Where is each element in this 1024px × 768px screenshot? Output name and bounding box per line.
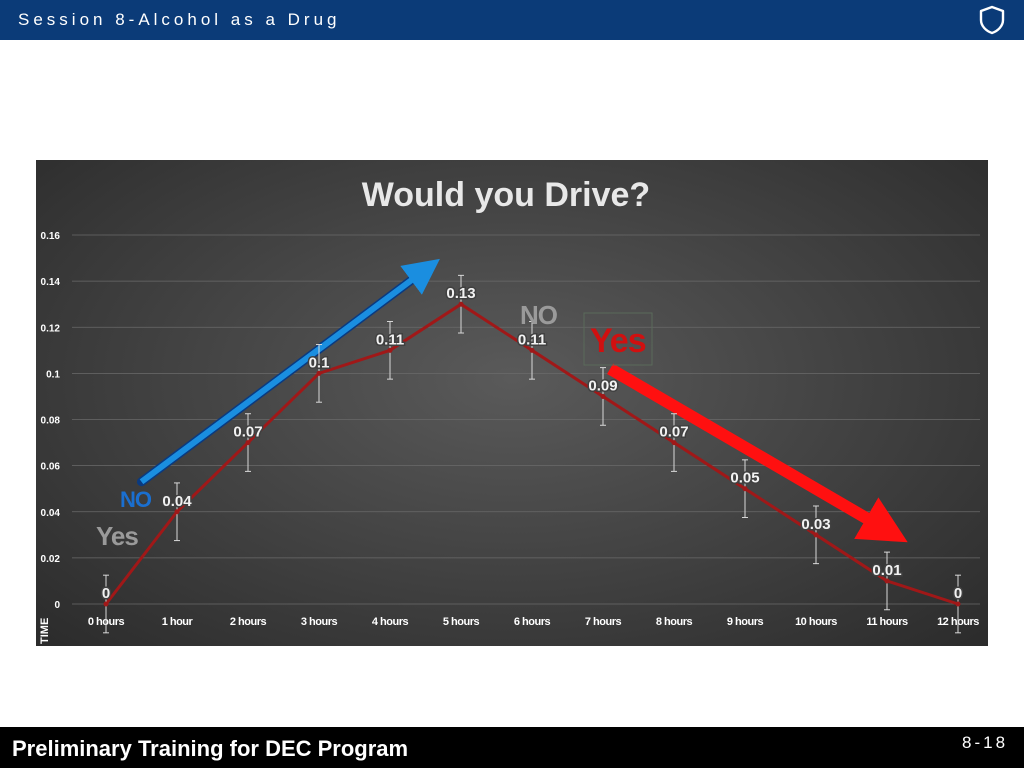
data-label: 0.11: [376, 331, 404, 348]
data-point: [884, 578, 890, 584]
data-label: 0.01: [872, 562, 901, 579]
bac-line-chart: 00.020.040.060.080.10.120.140.160 hours 1…: [39, 176, 980, 644]
footer-bar: Preliminary Training for DEC Program 8-1…: [0, 727, 1024, 768]
data-label: 0.07: [233, 424, 262, 441]
data-point: [600, 393, 606, 399]
y-tick-label: 0.16: [41, 231, 61, 242]
x-tick-label: 3 hours: [301, 616, 338, 628]
x-axis-title: TIME: [39, 618, 51, 644]
y-tick-label: 0.14: [41, 277, 61, 288]
data-label: 0.1: [309, 354, 330, 371]
y-tick-label: 0.02: [41, 554, 61, 565]
x-tick-label: 9 hours: [727, 616, 764, 628]
data-point: [174, 509, 180, 515]
x-tick-label: 4 hours: [372, 616, 409, 628]
data-label: 0.09: [588, 377, 617, 394]
shield-icon: [979, 5, 1005, 35]
header-bar: Session 8-Alcohol as a Drug: [0, 0, 1024, 40]
data-label: 0.11: [518, 331, 546, 348]
data-point: [316, 370, 322, 376]
y-tick-label: 0.08: [41, 416, 61, 427]
y-tick-label: 0.1: [46, 369, 60, 380]
data-point: [813, 532, 819, 538]
footer-title: Preliminary Training for DEC Program: [12, 736, 409, 761]
data-point: [529, 347, 535, 353]
falling-no-annotation: NO: [520, 300, 558, 330]
y-tick-label: 0: [54, 600, 60, 611]
data-label: 0.04: [162, 493, 192, 510]
data-label: 0.03: [801, 516, 830, 533]
data-label: 0.05: [730, 470, 759, 487]
x-tick-label: 10 hours: [795, 616, 837, 628]
x-tick-label: 7 hours: [585, 616, 622, 628]
data-point: [671, 440, 677, 446]
x-tick-label: 2 hours: [230, 616, 267, 628]
data-point: [245, 440, 251, 446]
data-label: 0: [102, 585, 110, 602]
data-label: 0.13: [446, 285, 475, 302]
chart-title: Would you Drive?: [362, 176, 650, 214]
chart-panel: 0 0.02 0.04 0.06 0.08 0.1 0.12 0.14 0.16 0 hours 1…: [36, 160, 988, 646]
x-tick-label: 8 hours: [656, 616, 693, 628]
falling-arrow: [607, 363, 908, 543]
page-number: 8-18: [962, 733, 1009, 752]
data-point: [955, 601, 961, 607]
y-tick-label: 0.12: [41, 323, 61, 334]
x-tick-label: 6 hours: [514, 616, 551, 628]
y-tick-label: 0.04: [41, 508, 61, 519]
data-point: [387, 347, 393, 353]
data-point: [742, 486, 748, 492]
y-tick-label: 0.06: [41, 462, 61, 473]
x-tick-label: 5 hours: [443, 616, 480, 628]
falling-yes-box: [583, 312, 653, 366]
data-label: 0: [954, 585, 962, 602]
data-label: 0.07: [659, 424, 688, 441]
session-title: Session 8-Alcohol as a Drug: [18, 10, 341, 29]
x-tick-label: 1 hour: [162, 616, 194, 628]
x-tick-label: 11 hours: [866, 616, 908, 628]
data-point: [458, 301, 464, 307]
falling-yes-annotation: Yes: [590, 322, 646, 360]
rising-arrow: [139, 258, 440, 485]
rising-yes-annotation: Yes: [96, 521, 138, 551]
data-point: [103, 601, 109, 607]
rising-no-annotation: NO: [120, 487, 152, 512]
